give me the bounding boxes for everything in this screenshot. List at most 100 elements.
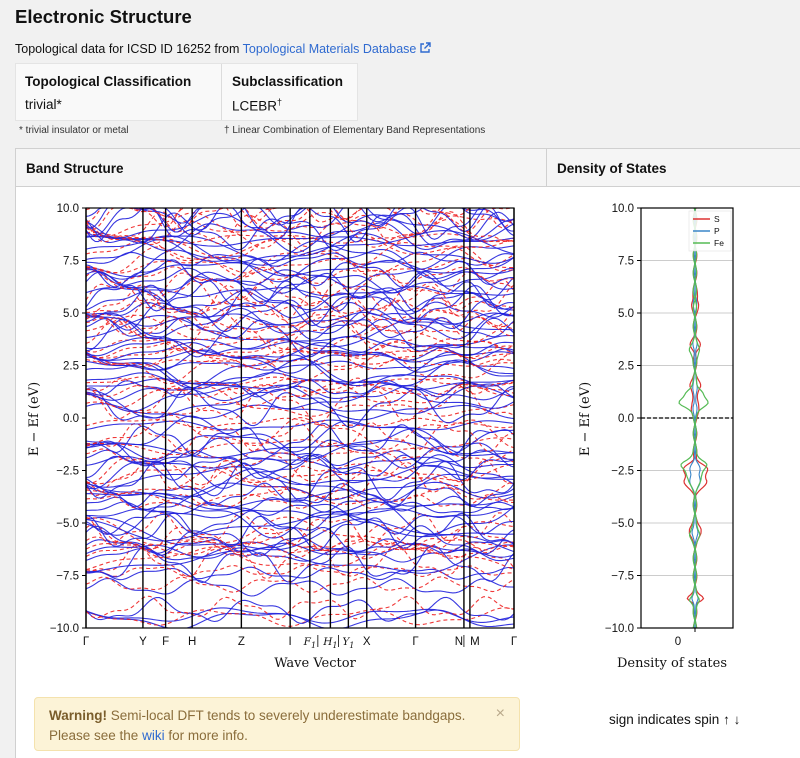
subclassification-header: Subclassification [232,74,344,89]
band-y-tick-6: −5.0 [56,518,79,530]
band-line-spin-down-30 [85,437,515,456]
band-line-spin-up-55 [85,311,515,327]
band-line-spin-up-74 [85,211,515,252]
band-line-spin-up-10 [85,525,515,557]
dos-y-tick-5: −2.5 [611,466,634,478]
dos-chart: 10.0 7.5 5.0 2.5 0.0 −2.5 −5.0 −7.5 −10.0 0 SP Fe… [578,203,734,671]
band-line-spin-up-34 [85,419,515,431]
band-line-spin-up-49 [85,337,515,357]
band-x-tick-0: Γ [83,636,90,648]
band-line-spin-up-4 [86,566,515,581]
band-y-tick-7: −7.5 [56,571,79,583]
band-line-spin-down-52 [85,314,515,347]
dos-y-ticks: 10.0 7.5 5.0 2.5 0.0 −2.5 −5.0 −7.5 −10.0 [605,203,641,635]
band-line-spin-up-22 [85,468,514,503]
band-y-axis-label: E − Ef (eV) [27,382,42,456]
dagger-mark: † [277,97,283,107]
dos-legend-label-fe: Fe [714,238,724,248]
subclassification-column: Subclassification LCEBR† [223,64,358,120]
band-y-tick-4: 0.0 [63,413,79,425]
band-line-spin-down-79 [85,207,514,222]
band-line-spin-up-63 [85,270,515,294]
band-line-spin-down-40 [85,377,515,395]
intro-prefix: Topological data for ICSD ID 16252 from [15,42,243,56]
band-line-spin-up-53 [85,317,515,341]
subclassification-text: LCEBR [232,98,278,114]
band-x-tick-1: Y [139,636,147,648]
band-line-spin-up-24 [85,464,515,488]
band-line-spin-up-46 [85,348,515,374]
band-line-spin-up-41 [85,378,515,390]
band-line-spin-up-18 [85,495,515,513]
band-line-spin-up-17 [85,501,515,516]
band-line-spin-up-75 [85,212,515,241]
topological-db-link[interactable]: Topological Materials Database [242,42,417,56]
band-line-spin-up-1 [85,607,515,624]
band-line-spin-up-66 [85,259,515,278]
band-line-spin-down-33 [85,414,515,450]
warning-text: Semi-local DFT tends to severely underes… [107,708,466,723]
band-line-spin-down-11 [85,516,515,550]
band-x-tick-5: I [289,636,292,648]
classification-header: Topological Classification [25,74,192,89]
band-line-spin-up-26 [85,453,515,481]
intro-text: Topological data for ICSD ID 16252 from … [15,42,432,56]
classification-value: trivial* [25,97,62,112]
band-x-tick-12: M [470,636,480,648]
band-line-spin-down-67 [85,245,515,278]
band-line-spin-down-25 [85,452,515,486]
band-line-spin-down-73 [85,218,515,249]
spin-note: sign indicates spin ↑ ↓ [609,712,741,727]
band-line-spin-down-22 [85,466,515,500]
dos-y-tick-7: −7.5 [611,571,634,583]
band-line-spin-down-10 [85,524,515,553]
band-line-spin-up-35 [85,403,515,421]
band-line-spin-up-73 [85,219,515,254]
band-line-spin-up-54 [85,307,515,340]
band-line-spin-down-49 [85,336,515,353]
dos-y-tick-2: 5.0 [618,308,634,320]
band-x-tick-6: F1 [303,636,316,650]
band-line-spin-down-38 [85,382,515,408]
band-line-spin-up-37 [85,384,515,419]
footnote-trivial: * trivial insulator or metal [19,125,129,136]
band-line-spin-down-44 [85,351,515,385]
band-line-spin-up-68 [86,251,515,267]
band-y-tick-5: −2.5 [56,466,79,478]
topology-table: Topological Classification trivial* Subc… [15,63,358,121]
band-line-spin-up-31 [85,428,515,461]
classification-column: Topological Classification trivial* [16,64,222,120]
band-line-spin-down-2 [85,595,515,620]
dos-legend: SP Fe [688,210,732,252]
subclassification-value: LCEBR† [232,97,282,114]
band-line-spin-down-0 [85,607,515,627]
plots-panel: Band Structure Density of States 10.0 7.5… [15,148,800,758]
band-line-spin-up-67 [85,248,515,283]
dos-y-tick-1: 7.5 [618,256,634,268]
band-y-ticks: 10.0 7.5 5.0 2.5 0.0 −2.5 −5.0 −7.5 −10.0 [50,203,86,635]
band-line-spin-down-45 [85,358,515,368]
dos-y-tick-0: 10.0 [612,203,634,215]
band-line-spin-down-7 [85,545,515,560]
dos-legend-label-s: S [714,214,720,224]
band-x-tick-7: H1 [322,636,337,650]
dos-header: Density of States [547,149,800,187]
dos-curve-p-1 [689,207,696,628]
band-line-spin-up-64 [85,267,515,288]
band-line-spin-up-44 [86,351,515,389]
band-line-spin-up-2 [85,596,515,624]
warning-post: for more info. [164,728,248,743]
band-line-spin-down-57 [85,299,515,316]
band-y-tick-2: 5.0 [63,308,79,320]
band-x-axis-label: Wave Vector [274,656,356,671]
wiki-link[interactable]: wiki [142,728,165,743]
band-line-spin-up-32 [85,422,515,457]
band-x-ticks: Γ Y F H Z I F1 H1 Y1 X Γ N M Γ [83,635,518,650]
band-line-spin-down-6 [85,541,515,571]
band-x-tick-2: F [162,636,169,648]
band-x-tick-10: Γ [412,636,419,648]
close-icon[interactable]: × [495,705,505,722]
band-axes [85,207,515,629]
external-link-icon[interactable] [419,42,432,54]
band-line-spin-up-61 [85,286,515,298]
